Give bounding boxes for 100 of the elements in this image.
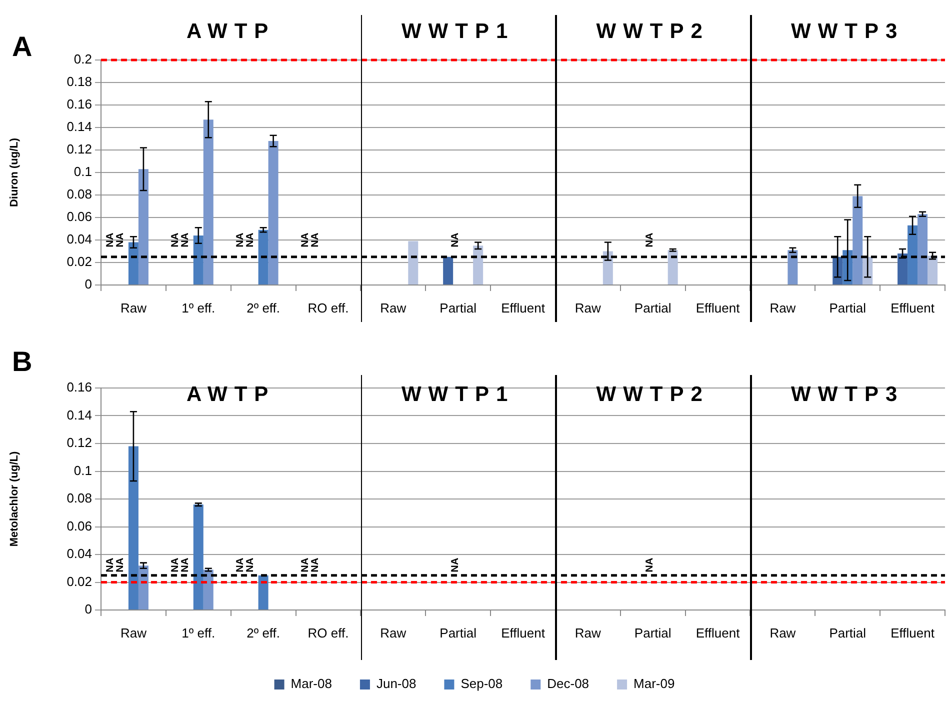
legend-label: Dec-08 — [547, 676, 590, 692]
text: NA — [644, 232, 656, 248]
bar — [898, 254, 908, 284]
text: NA — [310, 232, 321, 248]
text: NA — [180, 558, 192, 572]
text: NA — [170, 558, 182, 572]
y-tick-label: 0.02 — [66, 254, 92, 270]
text: NA — [245, 558, 256, 572]
x-tick-label: RO eff. — [308, 625, 349, 640]
annotation: WWTP1 — [401, 383, 515, 407]
x-tick-label: Raw — [574, 300, 602, 316]
y-tick-label: 0.06 — [66, 209, 92, 224]
text: NA — [450, 232, 461, 248]
y-tick-label: 0.12 — [66, 142, 92, 157]
text: NA — [180, 232, 192, 248]
bar — [408, 241, 418, 284]
bar — [268, 141, 278, 284]
annotation: AWTP — [186, 383, 276, 407]
bar — [443, 256, 454, 284]
text: NA — [245, 232, 256, 248]
bar — [138, 169, 148, 284]
bar — [473, 246, 484, 284]
bar — [258, 575, 268, 610]
bar — [128, 446, 138, 610]
legend-label: Mar-09 — [634, 676, 675, 692]
legend-label: Sep-08 — [460, 676, 503, 692]
y-tick-label: 0.04 — [66, 546, 92, 562]
x-tick-label: RO eff. — [308, 300, 349, 316]
annotation: WWTP2 — [596, 383, 710, 407]
bar — [788, 250, 798, 284]
bar — [928, 256, 938, 284]
text: WWTP3 — [791, 20, 904, 44]
y-tick-label: 0.12 — [66, 435, 92, 450]
x-tick-label: 2º eff. — [246, 300, 280, 316]
x-tick-label: Effluent — [890, 300, 935, 316]
y-tick-label: 0.08 — [66, 490, 92, 506]
text: NA — [644, 558, 656, 572]
y-tick-label: 0.02 — [66, 574, 92, 589]
y-tick-label: 0 — [84, 276, 92, 292]
bar — [258, 230, 268, 284]
y-tick-label: 0.1 — [74, 462, 92, 478]
x-tick-label: Raw — [770, 300, 796, 316]
x-tick-label: 2º eff. — [246, 625, 280, 640]
x-tick-label: Effluent — [696, 300, 740, 316]
x-tick-label: Raw — [380, 625, 407, 640]
text: NA — [235, 558, 246, 572]
bar — [193, 504, 204, 610]
y-tick-label: 0.16 — [66, 96, 92, 112]
y-tick-label: 0.08 — [66, 186, 92, 202]
x-tick-label: Raw — [770, 625, 796, 640]
text: NA — [235, 232, 246, 248]
y-tick-label: 0.14 — [66, 119, 92, 134]
y-tick-label: 0.2 — [74, 52, 92, 67]
x-tick-label: Partial — [440, 625, 477, 640]
text: NA — [115, 232, 126, 248]
bar — [908, 225, 918, 284]
x-tick-label: Partial — [634, 300, 672, 316]
text: AWTP — [186, 20, 276, 44]
bar — [193, 236, 204, 284]
text: NA — [105, 232, 116, 248]
bar — [918, 214, 928, 284]
x-tick-label: Effluent — [501, 625, 546, 640]
text: NA — [300, 232, 311, 248]
bar — [852, 196, 863, 284]
y-tick-label: 0.16 — [66, 380, 92, 395]
y-tick-label: 0 — [84, 602, 92, 617]
x-tick-label: Raw — [380, 300, 407, 316]
bar — [203, 120, 214, 284]
x-tick-label: Effluent — [890, 625, 935, 640]
x-tick-label: Raw — [574, 625, 602, 640]
text: NA — [105, 558, 116, 572]
y-tick-label: 0.04 — [66, 232, 92, 247]
text: WWTP2 — [596, 20, 710, 44]
text: B — [12, 346, 32, 378]
x-tick-label: Partial — [440, 300, 477, 316]
bar — [128, 242, 138, 284]
y-axis-title: Diuron (ug/L) — [8, 138, 21, 208]
x-tick-label: Raw — [120, 300, 148, 316]
x-tick-label: Effluent — [696, 625, 740, 640]
text: NA — [450, 558, 461, 572]
text: WWTP1 — [401, 20, 515, 44]
x-tick-label: Partial — [829, 300, 866, 316]
bar — [138, 566, 148, 610]
x-tick-label: Partial — [829, 625, 866, 640]
y-tick-label: 0.18 — [66, 74, 92, 90]
x-tick-label: Effluent — [501, 300, 546, 316]
x-tick-label: Partial — [634, 625, 672, 640]
y-tick-label: 0.14 — [66, 407, 92, 422]
text: NA — [115, 558, 126, 572]
x-tick-label: 1º eff. — [182, 625, 216, 640]
legend-label: Jun-08 — [376, 676, 416, 692]
bar — [668, 250, 678, 284]
text: NA — [310, 558, 321, 572]
y-axis-title: Metolachlor (ug/L) — [8, 451, 21, 547]
text: NA — [170, 232, 182, 248]
legend-label: Mar-08 — [290, 676, 332, 692]
annotation: WWTP3 — [791, 383, 904, 407]
y-tick-label: 0.06 — [66, 518, 92, 534]
text: A — [12, 31, 32, 63]
x-tick-label: Raw — [120, 625, 148, 640]
